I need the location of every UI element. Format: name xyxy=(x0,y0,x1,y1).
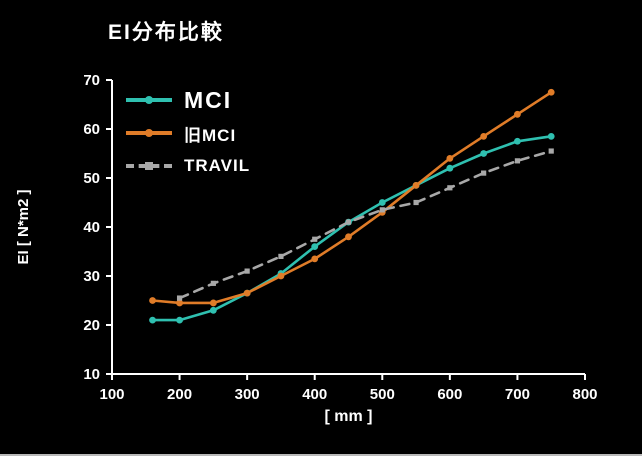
data-point-MCI xyxy=(514,137,521,145)
legend-item-travil: TRAVIL xyxy=(126,154,250,178)
data-point-MCI xyxy=(446,164,454,172)
data-point-旧MCI xyxy=(412,181,420,189)
x-axis-label: [ mm ] xyxy=(325,408,373,425)
travil-line-swatch xyxy=(126,162,172,170)
legend-label-mci: MCI xyxy=(184,86,233,113)
legend-label-travil: TRAVIL xyxy=(184,156,251,175)
y-tick-label: 30 xyxy=(83,268,100,285)
data-point-旧MCI xyxy=(547,88,555,96)
data-point-MCI xyxy=(378,199,386,206)
chart-title: EI分布比較 xyxy=(108,21,224,44)
x-tick-label: 800 xyxy=(572,386,597,403)
y-tick-label: 10 xyxy=(83,366,100,383)
data-point-旧MCI xyxy=(149,297,156,304)
data-point-旧MCI xyxy=(176,299,183,307)
y-tick-label: 60 xyxy=(83,121,100,138)
data-point-旧MCI xyxy=(209,299,217,307)
series-line-TRAVIL xyxy=(178,149,553,300)
y-tick-label: 50 xyxy=(83,170,100,187)
data-point-TRAVIL xyxy=(481,170,487,176)
x-tick-label: 400 xyxy=(302,386,327,403)
data-point-MCI xyxy=(209,306,217,314)
x-tick-label: 300 xyxy=(235,386,260,403)
y-tick-label: 20 xyxy=(83,317,100,334)
data-point-TRAVIL xyxy=(345,219,352,225)
data-point-MCI xyxy=(149,316,156,324)
x-tick-label: 700 xyxy=(505,386,530,403)
data-point-旧MCI xyxy=(277,272,285,280)
data-point-TRAVIL xyxy=(514,158,521,164)
legend-item-old-mci: 旧MCI xyxy=(126,121,250,145)
legend-label-old-mci: 旧MCI xyxy=(184,125,237,145)
data-point-TRAVIL xyxy=(176,295,183,301)
data-point-MCI xyxy=(311,243,319,251)
x-tick-label: 200 xyxy=(167,386,192,403)
legend-item-mci: MCI xyxy=(126,86,250,113)
mci-line-swatch xyxy=(126,96,172,104)
data-point-旧MCI xyxy=(446,155,454,162)
data-point-旧MCI xyxy=(345,233,352,241)
y-tick-label: 40 xyxy=(83,219,100,236)
data-point-TRAVIL xyxy=(379,207,385,213)
old-mci-line-swatch xyxy=(126,129,172,137)
y-tick-label: 70 xyxy=(83,72,100,89)
x-tick-label: 500 xyxy=(370,386,395,403)
data-point-TRAVIL xyxy=(278,253,284,259)
data-point-TRAVIL xyxy=(548,148,554,154)
data-point-TRAVIL xyxy=(210,280,216,286)
data-point-TRAVIL xyxy=(244,268,250,274)
data-point-旧MCI xyxy=(514,110,521,118)
slide-bottom-border xyxy=(0,454,642,456)
data-point-MCI xyxy=(547,132,555,140)
data-point-TRAVIL xyxy=(413,199,419,206)
data-point-旧MCI xyxy=(480,132,488,140)
data-point-旧MCI xyxy=(311,255,319,263)
travil-marker-icon xyxy=(145,162,153,170)
data-point-TRAVIL xyxy=(447,185,453,191)
data-point-旧MCI xyxy=(243,289,251,297)
y-axis-label: EI [ N*m2 ] xyxy=(15,189,32,264)
data-point-TRAVIL xyxy=(312,236,318,242)
x-tick-label: 600 xyxy=(437,386,462,403)
data-point-MCI xyxy=(480,150,488,157)
mci-marker-icon xyxy=(145,96,153,104)
chart-legend: MCI 旧MCI TRAVIL xyxy=(126,86,250,178)
x-tick-label: 100 xyxy=(99,386,124,403)
data-point-MCI xyxy=(176,316,183,324)
old-mci-marker-icon xyxy=(145,129,153,137)
